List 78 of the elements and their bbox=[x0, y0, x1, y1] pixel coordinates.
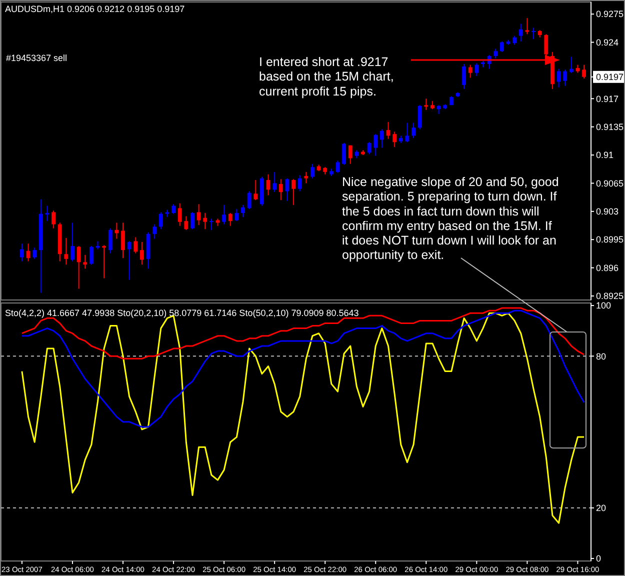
candlestick bbox=[140, 242, 144, 266]
candlestick bbox=[64, 237, 68, 266]
candlestick bbox=[304, 171, 308, 184]
annotation: #19453367 sell bbox=[6, 53, 68, 63]
annotation: Nice negative slope of 20 and 50, good separation. 5 preparing to turn down. If the 5 does in fact turn down this will confirm my entry based on the 15M. If it does NOT turn down I will look for an opportunity to exit. bbox=[342, 175, 559, 262]
candlestick bbox=[196, 204, 201, 226]
candlestick bbox=[582, 64, 586, 80]
y-tick-label: 0.917 bbox=[596, 94, 619, 104]
y-tick-label: 0.9275 bbox=[596, 9, 624, 20]
candlestick bbox=[209, 218, 214, 230]
candlestick bbox=[234, 208, 239, 222]
candlestick bbox=[70, 222, 74, 262]
candlestick bbox=[184, 216, 188, 230]
candlestick bbox=[374, 134, 378, 156]
candlestick bbox=[172, 204, 176, 214]
y-tick-label: 80 bbox=[596, 351, 606, 362]
candlestick bbox=[468, 64, 472, 78]
annotation: I entered short at .9217 based on the 15M chart, current profit 15 pips. bbox=[259, 55, 394, 98]
candlestick bbox=[134, 236, 138, 254]
candlestick bbox=[76, 246, 81, 290]
y-tick-label: 0.9065 bbox=[596, 178, 624, 188]
candlestick bbox=[532, 27, 536, 40]
candlestick bbox=[462, 64, 466, 90]
candlestick bbox=[178, 202, 182, 226]
candlestick bbox=[474, 62, 479, 77]
y-tick-label: 0.896 bbox=[596, 262, 619, 273]
candlestick bbox=[254, 179, 258, 201]
y-tick-label: 0.924 bbox=[596, 37, 619, 48]
candlestick bbox=[108, 228, 112, 254]
y-tick-label: 0.8925 bbox=[596, 291, 624, 302]
chart-title: AUDUSDm,H1 0.9206 0.9212 0.9195 0.9197 bbox=[5, 4, 185, 14]
y-tick-label: 0.91 bbox=[596, 150, 614, 160]
candlestick bbox=[114, 222, 119, 240]
candlestick bbox=[367, 142, 372, 155]
candlestick bbox=[285, 178, 290, 202]
candlestick bbox=[412, 122, 416, 139]
candlestick bbox=[203, 212, 208, 230]
candlestick bbox=[348, 144, 352, 164]
candlestick bbox=[83, 254, 88, 270]
y-tick-label: 0 bbox=[596, 554, 602, 564]
y-tick-label: 20 bbox=[596, 503, 606, 514]
y-tick-label: 0.9197 bbox=[596, 72, 624, 82]
annotation: Sto(4,2,2) 41.6667 47.9938 Sto(20,2,10) 58.0779 61.7146 Sto(50,2,10) 79.0909 80.5643 bbox=[5, 308, 359, 318]
candlestick bbox=[158, 212, 163, 230]
candlestick bbox=[222, 204, 226, 225]
candlestick bbox=[405, 122, 410, 143]
candlestick bbox=[494, 48, 498, 59]
candlestick bbox=[152, 224, 157, 240]
candlestick bbox=[247, 190, 252, 210]
y-tick-label: 0.8995 bbox=[596, 234, 624, 245]
candlestick bbox=[310, 163, 314, 179]
candlestick bbox=[20, 243, 24, 262]
candlestick bbox=[342, 142, 346, 166]
candlestick bbox=[418, 104, 422, 130]
y-tick-label: 100 bbox=[596, 300, 612, 311]
candlestick bbox=[89, 246, 94, 266]
candlestick bbox=[563, 69, 568, 86]
candlestick bbox=[228, 212, 232, 226]
candlestick bbox=[298, 174, 302, 192]
candlestick bbox=[518, 23, 523, 42]
candlestick bbox=[380, 128, 384, 148]
y-tick-label: 0.903 bbox=[596, 206, 619, 217]
candlestick bbox=[32, 247, 37, 260]
candlestick bbox=[121, 222, 125, 259]
candlestick bbox=[190, 212, 194, 230]
candlestick bbox=[569, 56, 574, 74]
candlestick bbox=[272, 171, 277, 193]
candlestick bbox=[102, 244, 106, 279]
candlestick bbox=[278, 178, 283, 201]
candlestick bbox=[52, 210, 56, 229]
candlestick bbox=[424, 98, 428, 110]
candlestick bbox=[392, 131, 397, 148]
candlestick bbox=[292, 178, 296, 206]
candlestick bbox=[127, 240, 132, 280]
y-tick-label: 0.9135 bbox=[596, 122, 624, 132]
candlestick bbox=[500, 40, 504, 52]
candlestick bbox=[241, 204, 245, 218]
candlestick bbox=[525, 18, 530, 35]
